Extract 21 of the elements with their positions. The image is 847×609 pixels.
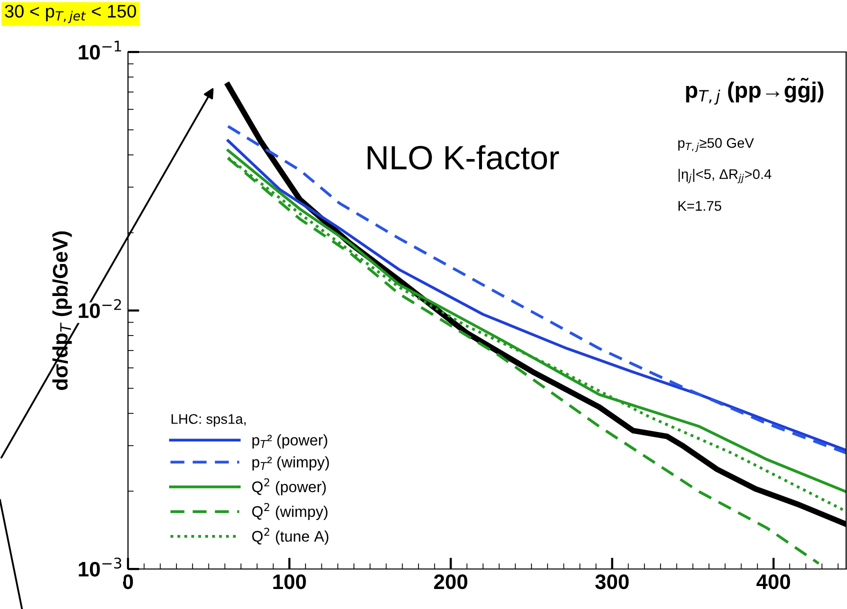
annotation: |η$_{j}$|<5, ΔR$_{jj}$>0.4	[678, 168, 772, 184]
x-tick-label: 400	[756, 574, 790, 590]
annotation: p$_{T,j}$≥50 GeV	[678, 138, 754, 152]
y-tick-label: 10$^{−3}$	[78, 558, 122, 577]
annotation: NLO K-factor	[368, 145, 559, 170]
y-tick-label: 10$^{−2}$	[78, 299, 121, 318]
text: p$_{T,j}$ (pp→g̃g̃j)	[686, 78, 824, 105]
annotation: K=1.75	[678, 201, 722, 211]
legend-label: Q$^{2}$ (tune A)	[252, 528, 328, 545]
legend-label: Q$^{2}$ (power)	[252, 478, 326, 496]
x-tick-label: 200	[434, 574, 468, 590]
legend-label: Q$^{2}$ (wimpy)	[252, 503, 328, 520]
legend-label: p$_{T}$² (wimpy)	[252, 456, 329, 471]
legend-title: LHC: sps1a,	[172, 414, 246, 427]
legend-label: p$_{T}$² (power)	[252, 434, 328, 449]
y-axis-title: dσ/dp$_{T}$ (pb/GeV)	[52, 231, 72, 390]
y-tick-label: 10$^{−1}$	[78, 40, 122, 60]
text: 30 < p$_{T,jet}$ < 150	[4, 4, 136, 24]
x-tick-label: 100	[273, 574, 306, 590]
x-tick-label: 0	[123, 574, 133, 590]
x-tick-label: 300	[595, 574, 629, 590]
